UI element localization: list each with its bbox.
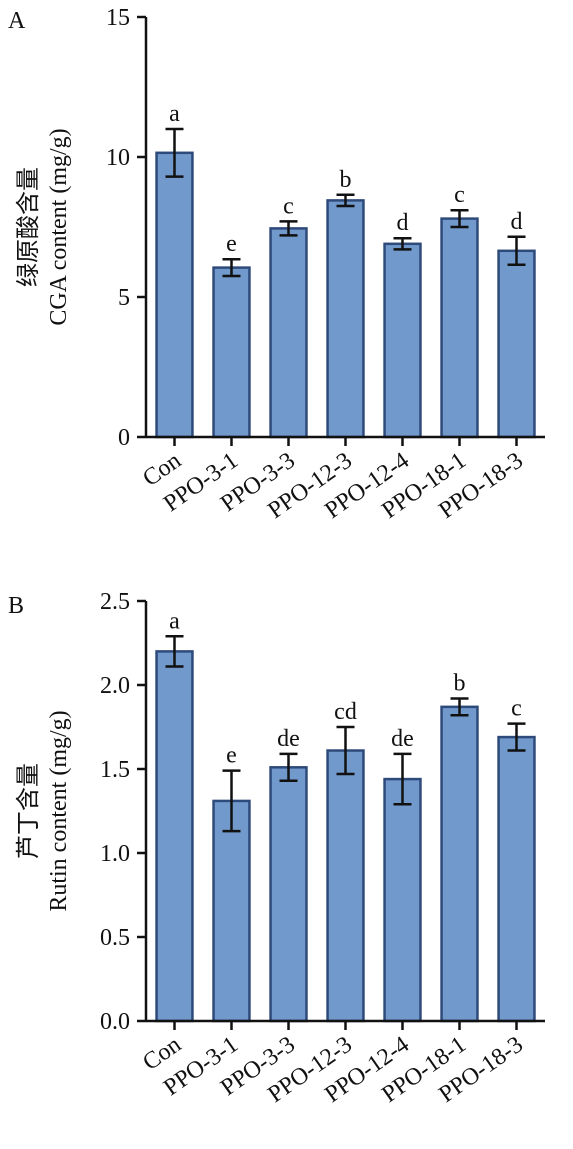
y-tick-label: 1.0 xyxy=(100,841,130,867)
bar-con xyxy=(155,650,194,1023)
bar-ppo-12-3 xyxy=(326,199,365,439)
significance-label: c xyxy=(283,193,294,219)
y-tick-label: 15 xyxy=(106,5,130,31)
y-tick-label: 5 xyxy=(118,285,130,311)
bar-ppo-18-1 xyxy=(440,217,479,439)
significance-label: d xyxy=(397,210,409,236)
panel-label: B xyxy=(8,593,24,619)
y-axis-title-cn: 绿原酸含量 xyxy=(15,167,42,287)
y-tick-label: 0.5 xyxy=(100,925,130,951)
bar-ppo-3-1 xyxy=(212,266,251,439)
y-axis-title-cn: 芦丁含量 xyxy=(15,763,42,859)
significance-label: d xyxy=(511,209,523,235)
bar-ppo-18-1 xyxy=(440,705,479,1023)
chart-panel-a: Aaecbdcd051015ConPPO-3-1PPO-3-3PPO-12-3P… xyxy=(8,5,545,524)
y-axis-title: CGA content (mg/g) xyxy=(46,128,72,325)
significance-label: a xyxy=(169,608,180,634)
y-tick-label: 10 xyxy=(106,145,130,171)
significance-label: b xyxy=(340,167,352,193)
significance-label: cd xyxy=(334,699,357,725)
bar-ppo-3-3 xyxy=(269,766,308,1023)
significance-label: e xyxy=(226,231,237,257)
bar-ppo-12-4 xyxy=(383,777,422,1023)
significance-label: c xyxy=(511,696,522,722)
significance-label: c xyxy=(454,182,465,208)
chart-panel-b: Baedecddebc0.00.51.01.52.02.5ConPPO-3-1P… xyxy=(8,589,545,1108)
significance-label: a xyxy=(169,101,180,127)
y-tick-label: 0 xyxy=(118,425,130,451)
bar-ppo-3-1 xyxy=(212,799,251,1023)
significance-label: de xyxy=(391,726,414,752)
bar-ppo-18-3 xyxy=(497,735,536,1023)
y-tick-label: 1.5 xyxy=(100,757,130,783)
significance-label: e xyxy=(226,743,237,769)
panel-label: A xyxy=(8,8,26,34)
y-tick-label: 2.5 xyxy=(100,589,130,615)
significance-label: b xyxy=(454,670,466,696)
significance-label: de xyxy=(277,726,300,752)
bar-ppo-12-3 xyxy=(326,749,365,1023)
y-tick-label: 0.0 xyxy=(100,1009,130,1035)
bar-ppo-3-3 xyxy=(269,227,308,439)
bar-con xyxy=(155,151,194,439)
bar-ppo-18-3 xyxy=(497,249,536,439)
y-tick-label: 2.0 xyxy=(100,673,130,699)
bar-ppo-12-4 xyxy=(383,242,422,439)
y-axis-title: Rutin content (mg/g) xyxy=(46,710,72,911)
